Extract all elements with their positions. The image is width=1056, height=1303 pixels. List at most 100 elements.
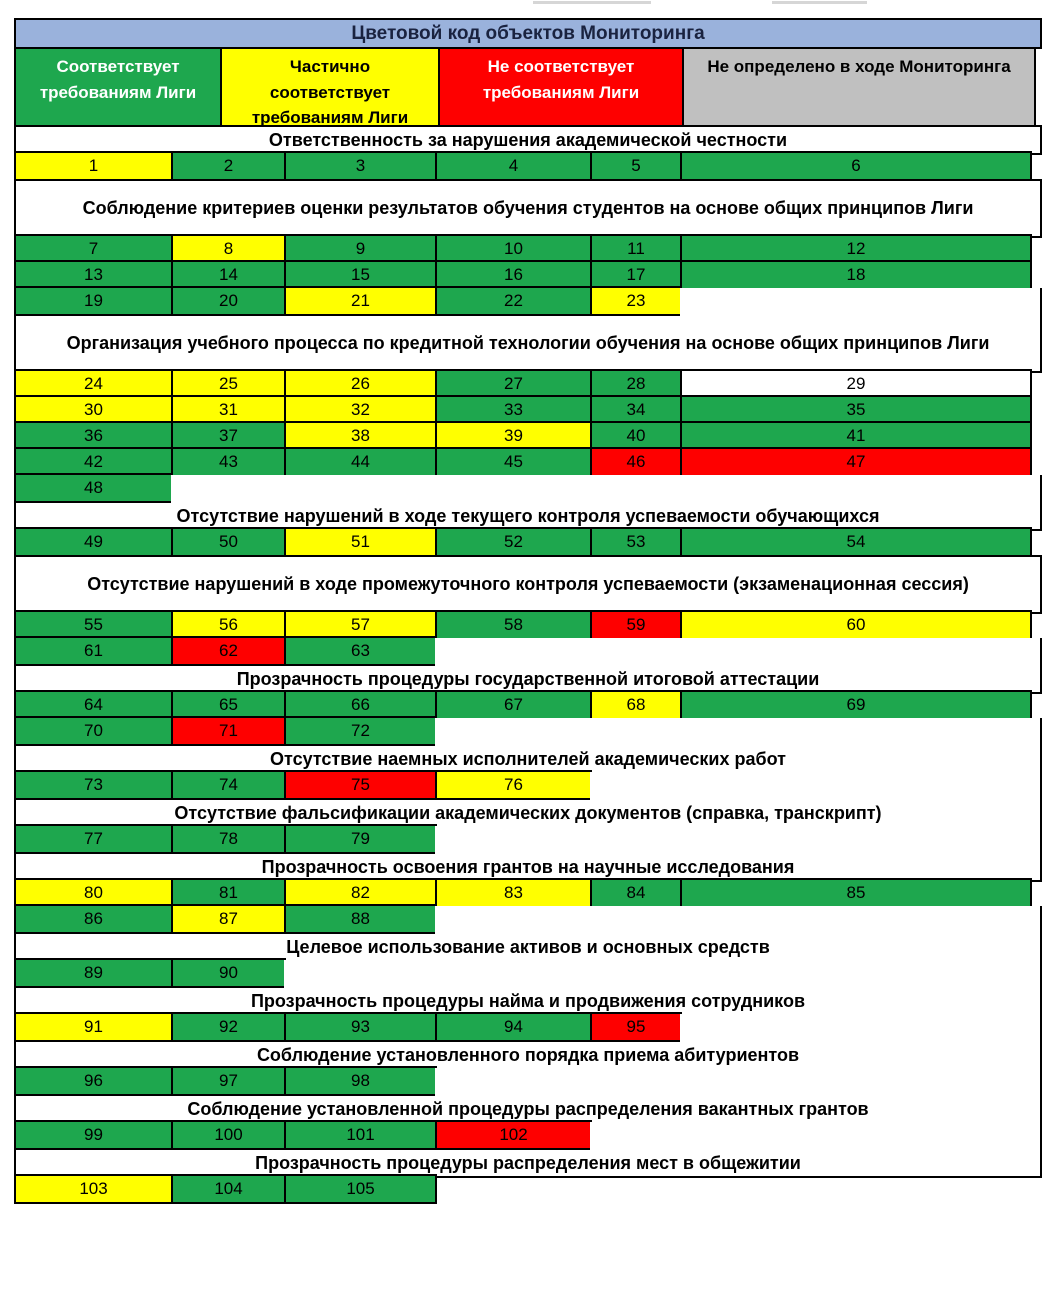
object-row: 49 50 51 52 53 54 — [14, 527, 1042, 557]
object-cell-1: 1 — [14, 151, 173, 181]
object-row: 86 87 88 — [14, 904, 1042, 934]
row-filler — [435, 638, 1042, 666]
object-cell-61: 61 — [14, 636, 173, 666]
legend-partially-meets: Частично соответствует требованиям Лиги — [220, 47, 440, 127]
object-cell-80: 80 — [14, 878, 173, 908]
object-row: 103 104 105 — [14, 1174, 1042, 1204]
row-filler — [590, 772, 1042, 800]
object-cell-62: 62 — [171, 636, 286, 666]
object-cell-46: 46 — [590, 447, 682, 477]
object-row: 99 100 101 102 — [14, 1120, 1042, 1150]
object-cell-19: 19 — [14, 286, 173, 316]
object-cell-67: 67 — [435, 690, 592, 720]
object-row: 24 25 26 27 28 29 — [14, 369, 1042, 399]
object-cell-101: 101 — [284, 1120, 437, 1150]
object-cell-63: 63 — [284, 636, 437, 666]
object-row: 70 71 72 — [14, 716, 1042, 746]
object-cell-29: 29 — [680, 369, 1032, 399]
object-cell-69: 69 — [680, 690, 1032, 720]
object-cell-88: 88 — [284, 904, 437, 934]
object-cell-18: 18 — [680, 260, 1032, 290]
object-row: 19 20 21 22 23 — [14, 286, 1042, 316]
object-cell-60: 60 — [680, 610, 1032, 640]
object-cell-87: 87 — [171, 904, 286, 934]
table-title: Цветовой код объектов Мониторинга — [14, 18, 1042, 49]
object-row: 36 37 38 39 40 41 — [14, 421, 1042, 451]
object-cell-97: 97 — [171, 1066, 286, 1096]
row-filler — [171, 475, 1042, 503]
object-cell-3: 3 — [284, 151, 437, 181]
cropped-text-fragment — [772, 1, 867, 4]
object-cell-49: 49 — [14, 527, 173, 557]
object-cell-100: 100 — [171, 1120, 286, 1150]
row-filler — [435, 906, 1042, 934]
object-row: 7 8 9 10 11 12 — [14, 234, 1042, 264]
object-cell-71: 71 — [171, 716, 286, 746]
object-cell-86: 86 — [14, 904, 173, 934]
object-cell-51: 51 — [284, 527, 437, 557]
section-header: Отсутствие фальсификации академических д… — [14, 798, 1042, 828]
object-cell-13: 13 — [14, 260, 173, 290]
object-cell-74: 74 — [171, 770, 286, 800]
object-cell-104: 104 — [171, 1174, 286, 1204]
object-cell-21: 21 — [284, 286, 437, 316]
object-cell-53: 53 — [590, 527, 682, 557]
object-cell-56: 56 — [171, 610, 286, 640]
object-row: 80 81 82 83 84 85 — [14, 878, 1042, 908]
object-cell-95: 95 — [590, 1012, 682, 1042]
object-cell-20: 20 — [171, 286, 286, 316]
object-cell-28: 28 — [590, 369, 682, 399]
object-cell-35: 35 — [680, 395, 1032, 425]
object-cell-58: 58 — [435, 610, 592, 640]
object-cell-96: 96 — [14, 1066, 173, 1096]
object-cell-70: 70 — [14, 716, 173, 746]
object-cell-22: 22 — [435, 286, 592, 316]
object-cell-90: 90 — [171, 958, 286, 988]
section-header: Соблюдение критериев оценки результатов … — [14, 179, 1042, 238]
section-header: Отсутствие нарушений в ходе текущего кон… — [14, 501, 1042, 531]
object-cell-43: 43 — [171, 447, 286, 477]
monitoring-color-code-table: Цветовой код объектов Мониторинга Соотве… — [14, 18, 1042, 1204]
object-cell-47: 47 — [680, 447, 1032, 477]
object-cell-23: 23 — [590, 286, 682, 316]
object-row: 77 78 79 — [14, 824, 1042, 854]
row-filler — [680, 1014, 1042, 1042]
object-cell-4: 4 — [435, 151, 592, 181]
sections-container: Ответственность за нарушения академическ… — [14, 125, 1042, 1204]
object-cell-92: 92 — [171, 1012, 286, 1042]
object-row: 96 97 98 — [14, 1066, 1042, 1096]
object-cell-91: 91 — [14, 1012, 173, 1042]
section-header: Прозрачность процедуры государственной и… — [14, 664, 1042, 694]
row-filler — [590, 1122, 1042, 1150]
section-header: Организация учебного процесса по кредитн… — [14, 314, 1042, 373]
object-cell-99: 99 — [14, 1120, 173, 1150]
object-cell-12: 12 — [680, 234, 1032, 264]
object-cell-57: 57 — [284, 610, 437, 640]
object-cell-75: 75 — [284, 770, 437, 800]
object-cell-79: 79 — [284, 824, 437, 854]
object-cell-2: 2 — [171, 151, 286, 181]
cropped-text-fragment — [533, 1, 651, 4]
object-cell-77: 77 — [14, 824, 173, 854]
object-row: 42 43 44 45 46 47 — [14, 447, 1042, 477]
legend-does-not-meet: Не соответствует требованиям Лиги — [438, 47, 684, 127]
object-cell-73: 73 — [14, 770, 173, 800]
legend-meets-requirements: Соответствует требованиям Лиги — [14, 47, 222, 127]
object-row: 61 62 63 — [14, 636, 1042, 666]
object-cell-5: 5 — [590, 151, 682, 181]
object-cell-68: 68 — [590, 690, 682, 720]
object-cell-76: 76 — [435, 770, 592, 800]
object-cell-94: 94 — [435, 1012, 592, 1042]
object-cell-8: 8 — [171, 234, 286, 264]
row-filler — [284, 960, 1042, 988]
object-cell-72: 72 — [284, 716, 437, 746]
object-cell-105: 105 — [284, 1174, 437, 1204]
row-filler — [435, 1068, 1042, 1096]
object-cell-59: 59 — [590, 610, 682, 640]
object-cell-45: 45 — [435, 447, 592, 477]
object-cell-44: 44 — [284, 447, 437, 477]
object-cell-78: 78 — [171, 824, 286, 854]
object-cell-83: 83 — [435, 878, 592, 908]
section-header: Отсутствие наемных исполнителей академич… — [14, 744, 1042, 774]
